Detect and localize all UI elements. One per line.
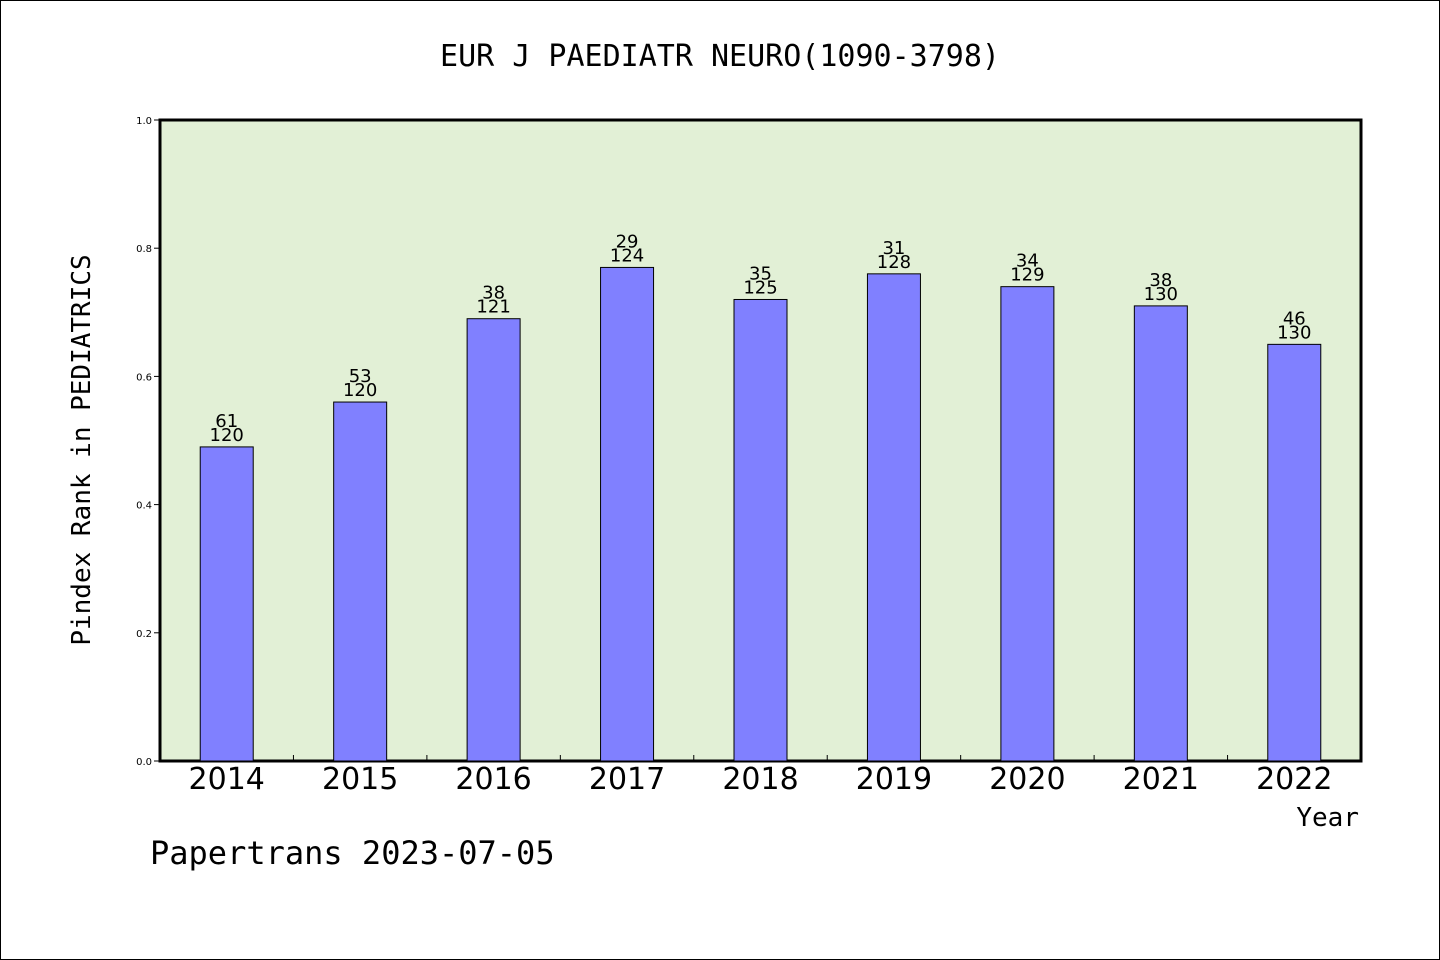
bar-label-top: 34 [1016, 251, 1039, 272]
bar [1000, 286, 1055, 762]
bar-label-bottom: 120 [343, 380, 377, 401]
bar-label-bottom: 128 [877, 252, 911, 273]
x-tick-label: 2021 [1123, 762, 1199, 797]
footer-credit: Papertrans 2023-07-05 [150, 834, 555, 872]
bar [1267, 343, 1322, 762]
bar [1133, 305, 1188, 762]
bar-label-bottom: 120 [210, 425, 244, 446]
bar-label-bottom: 125 [743, 277, 777, 298]
x-axis-label: Year [1296, 803, 1359, 833]
bar-label-bottom: 129 [1010, 265, 1044, 286]
x-tick-label: 2022 [1256, 762, 1332, 797]
bar-label-top: 61 [215, 411, 238, 432]
bar-label-top: 46 [1283, 308, 1306, 329]
bar-label-top: 53 [349, 366, 372, 387]
bar-label-bottom: 130 [1144, 284, 1178, 305]
bar-label-bottom: 121 [476, 297, 510, 318]
x-tick-label: 2020 [989, 762, 1065, 797]
bar [199, 446, 254, 762]
x-tick-label: 2014 [189, 762, 265, 797]
bar-label-bottom: 130 [1277, 322, 1311, 343]
bars-group [199, 266, 1322, 762]
x-tick-label: 2019 [856, 762, 932, 797]
x-tick-label: 2016 [455, 762, 531, 797]
y-tick-label: 0.6 [136, 372, 152, 383]
y-axis-label: Pindex Rank in PEDIATRICS [67, 254, 97, 645]
bar-label-top: 38 [1149, 270, 1172, 291]
bar [466, 318, 521, 762]
bar [866, 273, 921, 762]
x-axis: 2014 2015 2016 2017 2018 2019 2020 2021 2022 [189, 755, 1332, 797]
x-tick-label: 2018 [722, 762, 798, 797]
chart-title: EUR J PAEDIATR NEURO(1090-3798) [440, 39, 1000, 74]
x-tick-label: 2017 [589, 762, 665, 797]
bar-label-top: 35 [749, 263, 772, 284]
bar-label-bottom: 124 [610, 245, 644, 266]
y-tick-label: 0.2 [136, 629, 152, 640]
y-axis: 0.0 0.2 0.4 0.6 0.8 1.0 [136, 116, 160, 768]
y-tick-label: 0.8 [136, 244, 152, 255]
x-tick-label: 2015 [322, 762, 398, 797]
bar-label-top: 38 [482, 283, 505, 304]
bar [733, 298, 788, 762]
bar [600, 266, 655, 762]
y-tick-label: 0.4 [136, 501, 152, 512]
y-tick-label: 1.0 [136, 116, 152, 127]
bar-label-top: 31 [882, 238, 905, 259]
bar [333, 401, 388, 762]
bar-label-top: 29 [616, 231, 639, 252]
y-tick-label: 0.0 [136, 757, 152, 768]
